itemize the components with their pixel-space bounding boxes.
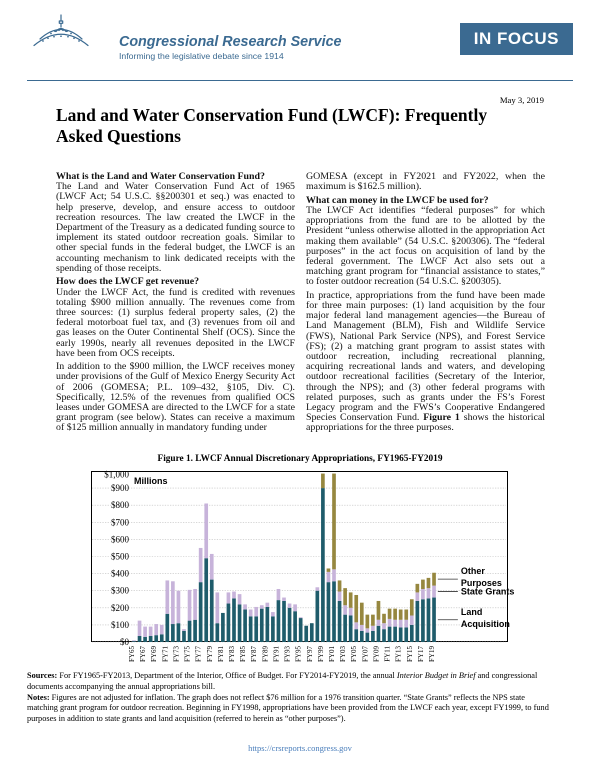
svg-text:FY97: FY97 xyxy=(306,646,314,662)
svg-text:Other: Other xyxy=(461,566,486,576)
svg-text:FY95: FY95 xyxy=(295,646,303,662)
svg-text:Millions: Millions xyxy=(134,476,168,486)
svg-text:$100: $100 xyxy=(111,620,130,630)
svg-text:FY11: FY11 xyxy=(384,646,392,662)
svg-text:Acquisition: Acquisition xyxy=(461,619,510,629)
svg-text:FY13: FY13 xyxy=(395,646,403,662)
svg-text:FY93: FY93 xyxy=(284,646,292,662)
svg-text:FY07: FY07 xyxy=(361,646,369,662)
svg-text:FY65: FY65 xyxy=(128,646,136,662)
svg-text:FY77: FY77 xyxy=(195,646,203,662)
svg-text:$800: $800 xyxy=(111,500,130,510)
svg-text:FY19: FY19 xyxy=(428,646,436,662)
svg-text:Land: Land xyxy=(461,607,483,617)
svg-text:$1,000: $1,000 xyxy=(104,470,129,480)
svg-text:$600: $600 xyxy=(111,534,130,544)
svg-text:FY05: FY05 xyxy=(350,646,358,662)
svg-text:FY73: FY73 xyxy=(172,646,180,662)
svg-text:$500: $500 xyxy=(111,552,130,562)
svg-text:FY91: FY91 xyxy=(272,646,280,662)
svg-text:FY03: FY03 xyxy=(339,646,347,662)
svg-text:FY89: FY89 xyxy=(261,646,269,662)
svg-text:FY87: FY87 xyxy=(250,646,258,662)
svg-text:FY01: FY01 xyxy=(328,646,336,662)
svg-text:$200: $200 xyxy=(111,603,130,613)
svg-text:FY15: FY15 xyxy=(406,646,414,662)
svg-text:State Grants: State Grants xyxy=(461,587,515,597)
svg-text:FY85: FY85 xyxy=(239,646,247,662)
svg-text:FY67: FY67 xyxy=(139,646,147,662)
svg-text:FY83: FY83 xyxy=(228,646,236,662)
svg-text:FY99: FY99 xyxy=(317,646,325,662)
svg-text:FY79: FY79 xyxy=(206,646,214,662)
svg-text:FY81: FY81 xyxy=(217,646,225,662)
svg-text:FY17: FY17 xyxy=(417,646,425,662)
svg-text:$300: $300 xyxy=(111,586,130,596)
svg-text:FY71: FY71 xyxy=(161,646,169,662)
svg-text:$400: $400 xyxy=(111,569,130,579)
svg-text:$900: $900 xyxy=(111,483,130,493)
svg-text:FY69: FY69 xyxy=(150,646,158,662)
svg-text:$700: $700 xyxy=(111,517,130,527)
svg-text:$0: $0 xyxy=(120,637,130,647)
svg-text:FY75: FY75 xyxy=(184,646,192,662)
svg-text:FY09: FY09 xyxy=(372,646,380,662)
